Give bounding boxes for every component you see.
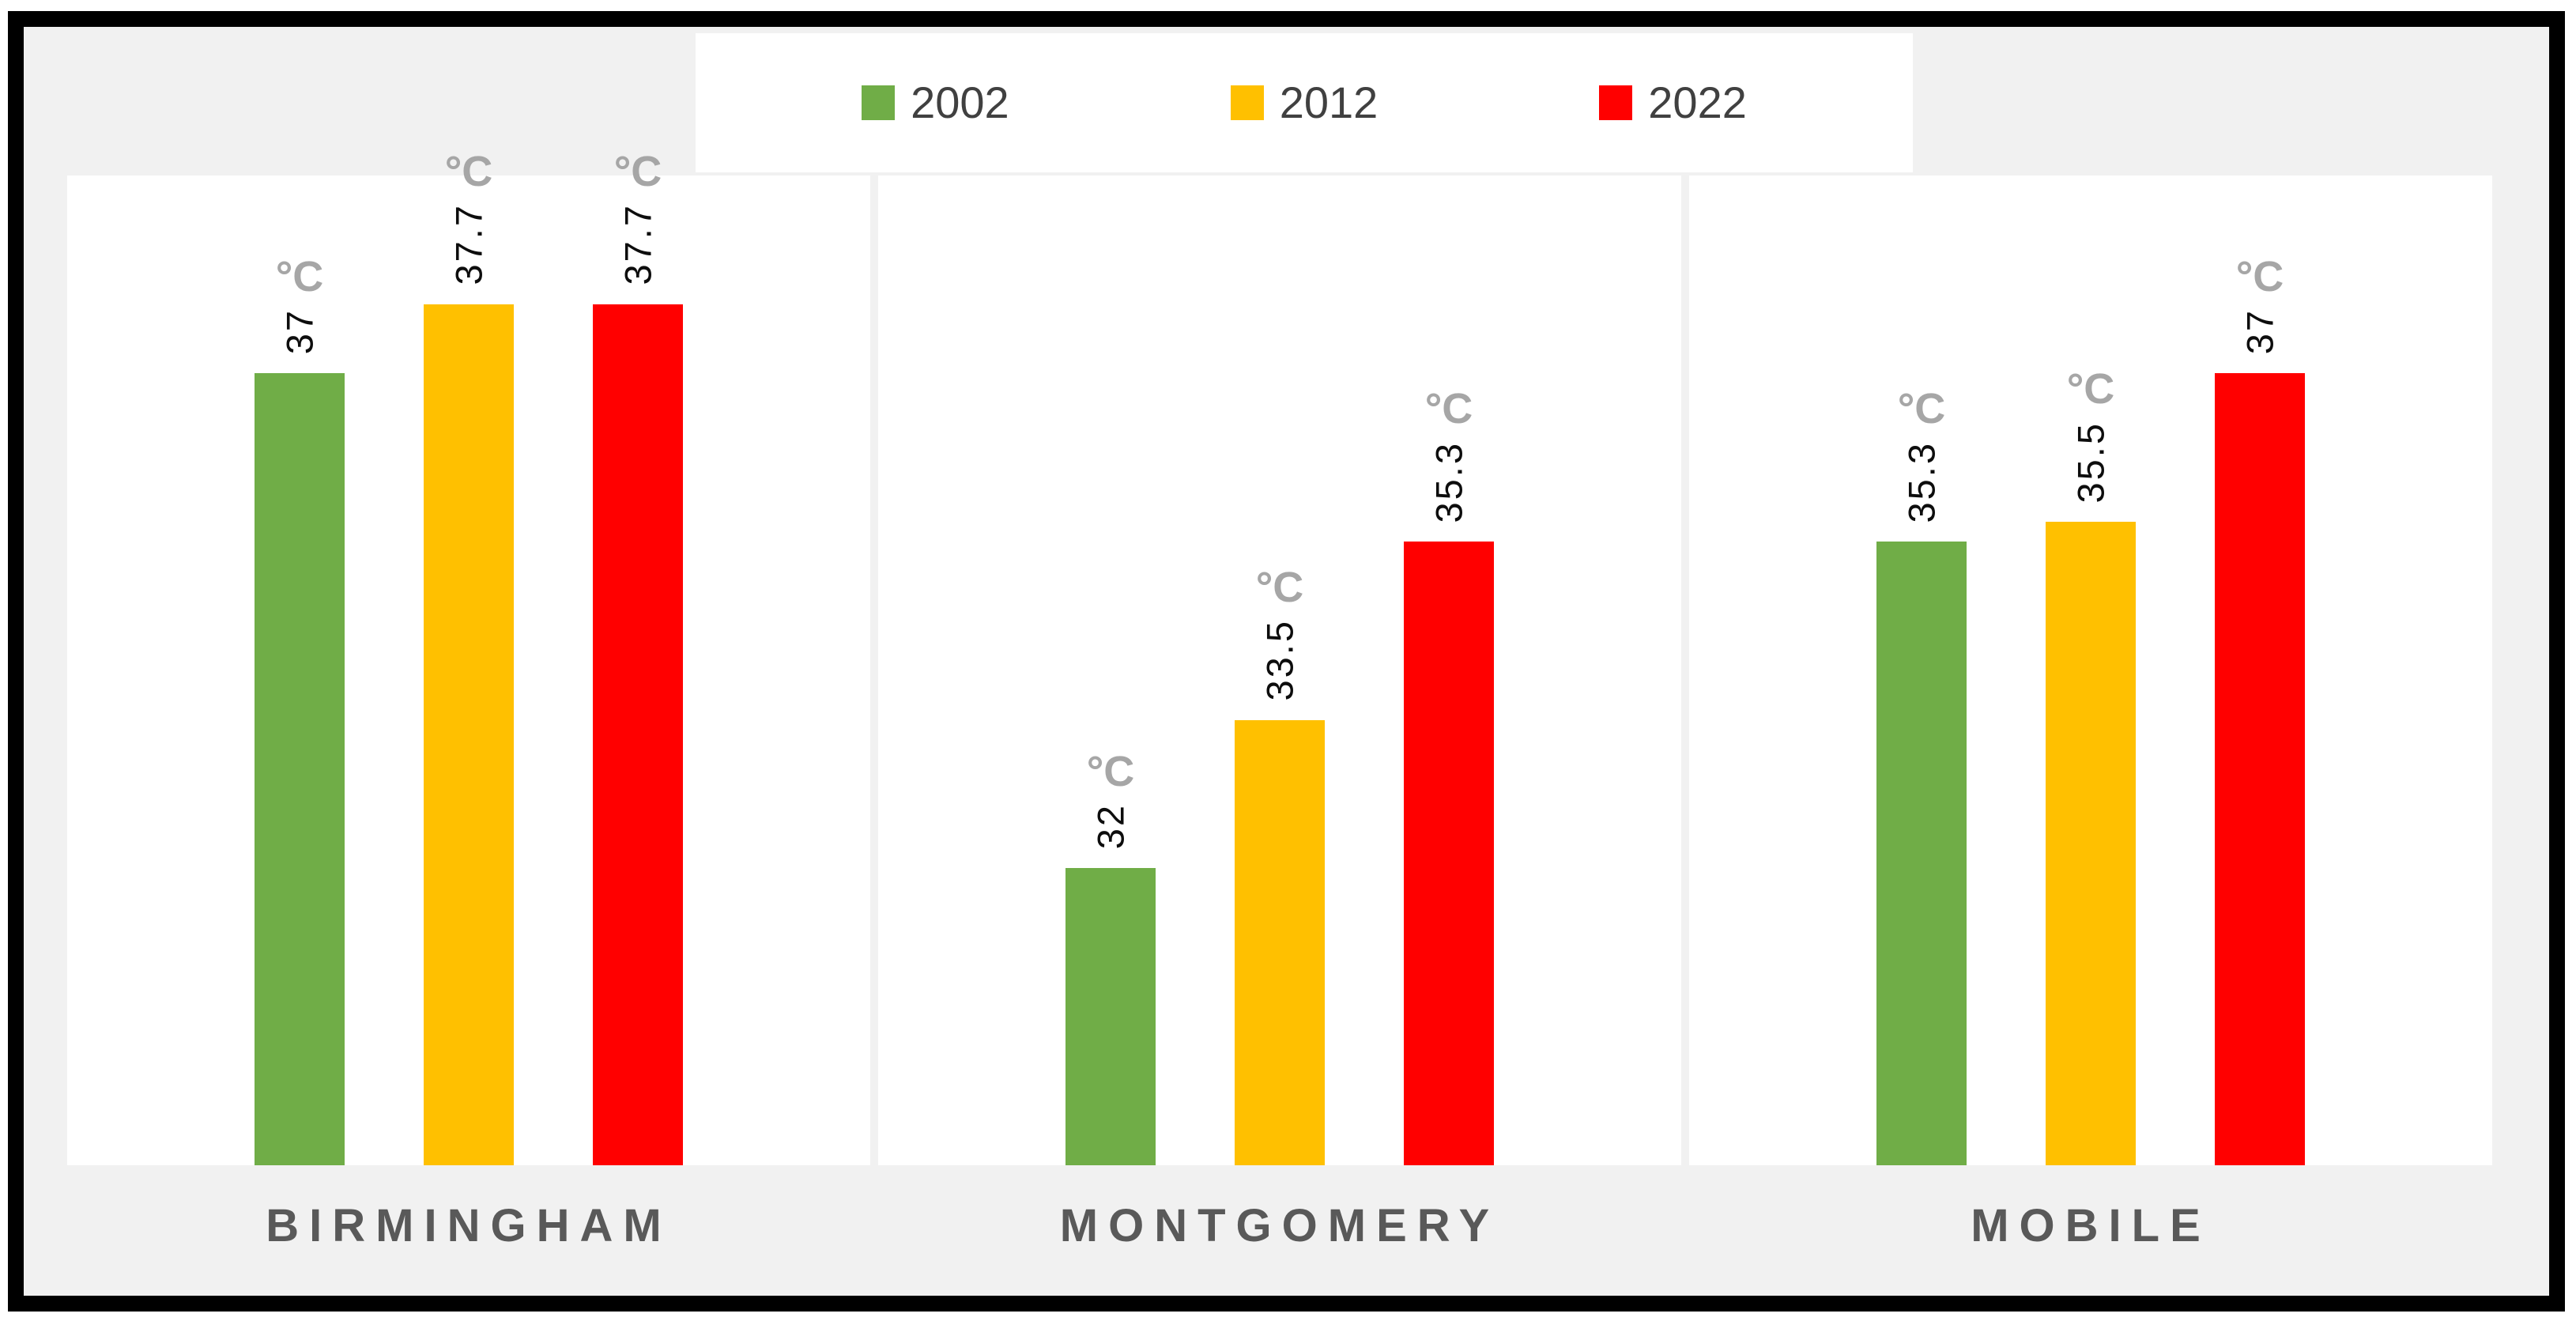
bar-birmingham-2012: °C 37.7 (424, 150, 514, 1165)
bar-value-number: 35.5 (2069, 421, 2112, 504)
legend-swatch-2002 (862, 85, 896, 120)
category-axis: BIRMINGHAM MONTGOMERY MOBILE (67, 1183, 2492, 1270)
degree-celsius-unit: °C (1424, 385, 1473, 433)
category-label-montgomery: MONTGOMERY (1059, 1200, 1500, 1251)
panel-montgomery: °C 32 °C 33.5 °C 35.3 (878, 176, 1681, 1165)
bar-value-label: °C 32 (1086, 747, 1135, 869)
legend-item-2022: 2022 (1599, 81, 1747, 125)
category-label-birmingham: BIRMINGHAM (266, 1200, 672, 1251)
bar-value-label: °C 37.7 (445, 150, 493, 304)
bar-value-number: 32 (1089, 803, 1132, 850)
category-label-mobile: MOBILE (1971, 1200, 2211, 1251)
bar-mobile-2012: °C 35.5 (2046, 368, 2136, 1165)
bar-value-number: 33.5 (1258, 619, 1301, 701)
degree-celsius-unit: °C (1897, 385, 1946, 433)
legend-label: 2022 (1648, 77, 1747, 127)
plot-area: °C 37 °C 37.7 °C 37.7 °C 32 °C 33.5 °C 35.3 °C 35.3 °C… (67, 150, 2492, 1165)
legend-swatch-2022 (1599, 85, 1633, 120)
bar-birmingham-2002: °C 37 (255, 255, 345, 1165)
bar-value-label: °C 37 (2235, 252, 2284, 374)
bar-value-number: 37.7 (617, 203, 659, 285)
legend-item-2012: 2012 (1230, 77, 1379, 127)
legend-swatch-2012 (1230, 85, 1264, 120)
bar-value-number: 37.7 (447, 203, 490, 285)
bar-value-label: °C 33.5 (1255, 563, 1304, 720)
bar-montgomery-2022: °C 35.3 (1404, 387, 1494, 1165)
degree-celsius-unit: °C (1086, 747, 1135, 795)
panel-mobile: °C 35.3 °C 35.5 °C 37 (1689, 176, 2492, 1165)
bar-mobile-2002: °C 35.3 (1876, 387, 1967, 1165)
bar-value-number: 35.3 (1900, 440, 1943, 523)
panel-birmingham: °C 37 °C 37.7 °C 37.7 (67, 150, 870, 1165)
bar-value-label: °C 35.3 (1897, 385, 1946, 542)
legend-label: 2002 (911, 77, 1009, 127)
bar-mobile-2022: °C 37 (2215, 255, 2305, 1165)
degree-celsius-unit: °C (2235, 252, 2284, 300)
bar-value-label: °C 37 (275, 252, 324, 374)
bar-value-label: °C 37.7 (614, 150, 662, 304)
bar-birmingham-2022: °C 37.7 (593, 150, 683, 1165)
degree-celsius-unit: °C (2066, 365, 2115, 413)
bar-value-label: °C 35.5 (2066, 365, 2115, 522)
bar-montgomery-2012: °C 33.5 (1235, 566, 1325, 1165)
bar-montgomery-2002: °C 32 (1065, 750, 1156, 1165)
bar-value-number: 35.3 (1428, 440, 1470, 523)
degree-celsius-unit: °C (1255, 563, 1304, 611)
legend: 2002 2012 2022 (696, 33, 1913, 172)
degree-celsius-unit: °C (275, 252, 324, 300)
bar-value-number: 37 (2238, 308, 2281, 355)
legend-item-2002: 2002 (862, 81, 1009, 125)
bar-value-number: 37 (278, 308, 321, 355)
legend-label: 2012 (1279, 77, 1379, 127)
bar-value-label: °C 35.3 (1424, 385, 1473, 542)
